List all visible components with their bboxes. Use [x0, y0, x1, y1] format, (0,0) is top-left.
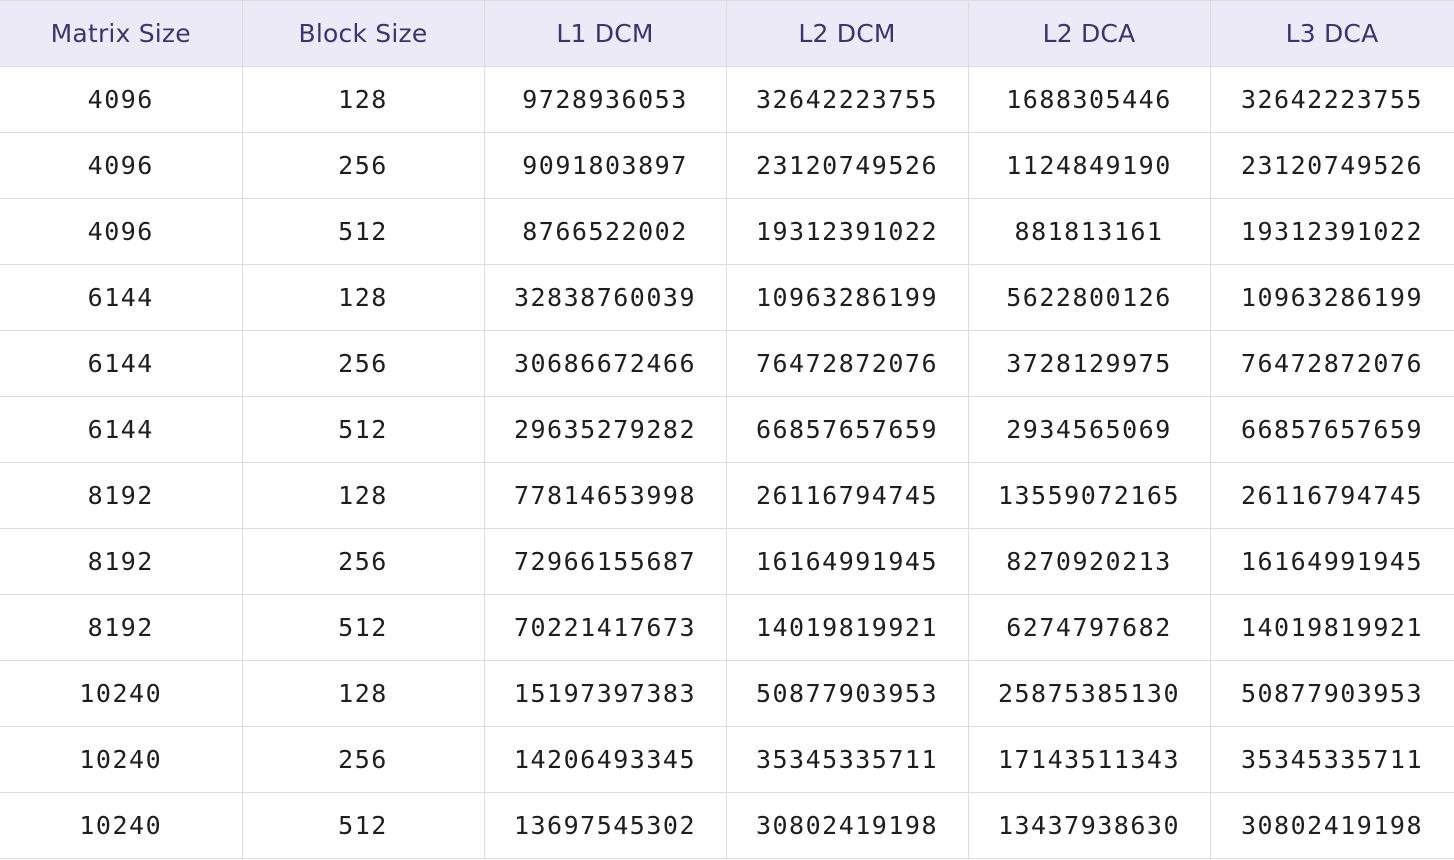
block-size-cell: 128	[241, 66, 485, 133]
table-row: 4096 256 9091803897 23120749526 1124849190 23…	[0, 132, 1454, 199]
matrix-size-cell: 10240	[0, 660, 243, 727]
l2-dcm-cell: 23120749526	[725, 132, 969, 199]
matrix-size-cell: 8192	[0, 462, 243, 529]
header-l3-dca: L3 DCA	[1209, 0, 1454, 67]
l2-dca-cell: 8270920213	[967, 528, 1211, 595]
l3-dca-cell: 66857657659	[1209, 396, 1454, 463]
table-row: 8192 128 77814653998 26116794745 13559072165…	[0, 462, 1454, 529]
l3-dca-cell: 32642223755	[1209, 66, 1454, 133]
l1-dcm-cell: 70221417673	[483, 594, 727, 661]
table-row: 10240 512 13697545302 30802419198 1343793863…	[0, 792, 1454, 859]
l2-dca-cell: 1124849190	[967, 132, 1211, 199]
header-matrix-size: Matrix Size	[0, 0, 243, 67]
l1-dcm-cell: 72966155687	[483, 528, 727, 595]
l2-dcm-cell: 30802419198	[725, 792, 969, 859]
l2-dcm-cell: 66857657659	[725, 396, 969, 463]
block-size-cell: 256	[241, 330, 485, 397]
l3-dca-cell: 23120749526	[1209, 132, 1454, 199]
l3-dca-cell: 14019819921	[1209, 594, 1454, 661]
l1-dcm-cell: 32838760039	[483, 264, 727, 331]
l2-dca-cell: 13437938630	[967, 792, 1211, 859]
l3-dca-cell: 16164991945	[1209, 528, 1454, 595]
block-size-cell: 512	[241, 198, 485, 265]
header-l1-dcm: L1 DCM	[483, 0, 727, 67]
l1-dcm-cell: 9728936053	[483, 66, 727, 133]
table-row: 10240 128 15197397383 50877903953 2587538513…	[0, 660, 1454, 727]
l2-dca-cell: 17143511343	[967, 726, 1211, 793]
l1-dcm-cell: 13697545302	[483, 792, 727, 859]
matrix-size-cell: 6144	[0, 264, 243, 331]
header-l2-dcm: L2 DCM	[725, 0, 969, 67]
block-size-cell: 256	[241, 132, 485, 199]
l2-dcm-cell: 35345335711	[725, 726, 969, 793]
header-l2-dca: L2 DCA	[967, 0, 1211, 67]
block-size-cell: 256	[241, 528, 485, 595]
matrix-size-cell: 10240	[0, 726, 243, 793]
l2-dcm-cell: 10963286199	[725, 264, 969, 331]
l2-dca-cell: 881813161	[967, 198, 1211, 265]
l1-dcm-cell: 15197397383	[483, 660, 727, 727]
l3-dca-cell: 10963286199	[1209, 264, 1454, 331]
block-size-cell: 512	[241, 396, 485, 463]
matrix-size-cell: 10240	[0, 792, 243, 859]
l3-dca-cell: 30802419198	[1209, 792, 1454, 859]
l2-dca-cell: 6274797682	[967, 594, 1211, 661]
table-row: 6144 512 29635279282 66857657659 2934565069 6…	[0, 396, 1454, 463]
block-size-cell: 256	[241, 726, 485, 793]
l1-dcm-cell: 8766522002	[483, 198, 727, 265]
block-size-cell: 128	[241, 462, 485, 529]
block-size-cell: 128	[241, 660, 485, 727]
l3-dca-cell: 50877903953	[1209, 660, 1454, 727]
matrix-size-cell: 8192	[0, 528, 243, 595]
l2-dca-cell: 3728129975	[967, 330, 1211, 397]
l1-dcm-cell: 29635279282	[483, 396, 727, 463]
table-row: 4096 512 8766522002 19312391022 881813161 193…	[0, 198, 1454, 265]
l2-dca-cell: 25875385130	[967, 660, 1211, 727]
table-body: 4096 128 9728936053 32642223755 1688305446 32…	[0, 66, 1454, 859]
l2-dca-cell: 2934565069	[967, 396, 1211, 463]
l1-dcm-cell: 9091803897	[483, 132, 727, 199]
table-row: 8192 256 72966155687 16164991945 8270920213 1…	[0, 528, 1454, 595]
matrix-size-cell: 6144	[0, 396, 243, 463]
l2-dcm-cell: 50877903953	[725, 660, 969, 727]
l2-dca-cell: 1688305446	[967, 66, 1211, 133]
table-row: 8192 512 70221417673 14019819921 6274797682 1…	[0, 594, 1454, 661]
l3-dca-cell: 35345335711	[1209, 726, 1454, 793]
l3-dca-cell: 19312391022	[1209, 198, 1454, 265]
l2-dcm-cell: 16164991945	[725, 528, 969, 595]
l2-dca-cell: 13559072165	[967, 462, 1211, 529]
l1-dcm-cell: 77814653998	[483, 462, 727, 529]
l2-dcm-cell: 26116794745	[725, 462, 969, 529]
table-row: 6144 128 32838760039 10963286199 5622800126 1…	[0, 264, 1454, 331]
matrix-size-cell: 4096	[0, 198, 243, 265]
matrix-size-cell: 4096	[0, 132, 243, 199]
l1-dcm-cell: 14206493345	[483, 726, 727, 793]
l2-dcm-cell: 19312391022	[725, 198, 969, 265]
matrix-size-cell: 8192	[0, 594, 243, 661]
block-size-cell: 512	[241, 594, 485, 661]
l3-dca-cell: 26116794745	[1209, 462, 1454, 529]
matrix-size-cell: 4096	[0, 66, 243, 133]
block-size-cell: 128	[241, 264, 485, 331]
l3-dca-cell: 76472872076	[1209, 330, 1454, 397]
table-row: 4096 128 9728936053 32642223755 1688305446 32…	[0, 66, 1454, 133]
l2-dca-cell: 5622800126	[967, 264, 1211, 331]
header-row: Matrix Size Block Size L1 DCM L2 DCM L2 …	[0, 0, 1454, 67]
l2-dcm-cell: 14019819921	[725, 594, 969, 661]
header-block-size: Block Size	[241, 0, 485, 67]
l1-dcm-cell: 30686672466	[483, 330, 727, 397]
table-row: 10240 256 14206493345 35345335711 1714351134…	[0, 726, 1454, 793]
l2-dcm-cell: 32642223755	[725, 66, 969, 133]
table-row: 6144 256 30686672466 76472872076 3728129975 7…	[0, 330, 1454, 397]
block-size-cell: 512	[241, 792, 485, 859]
l2-dcm-cell: 76472872076	[725, 330, 969, 397]
matrix-size-cell: 6144	[0, 330, 243, 397]
